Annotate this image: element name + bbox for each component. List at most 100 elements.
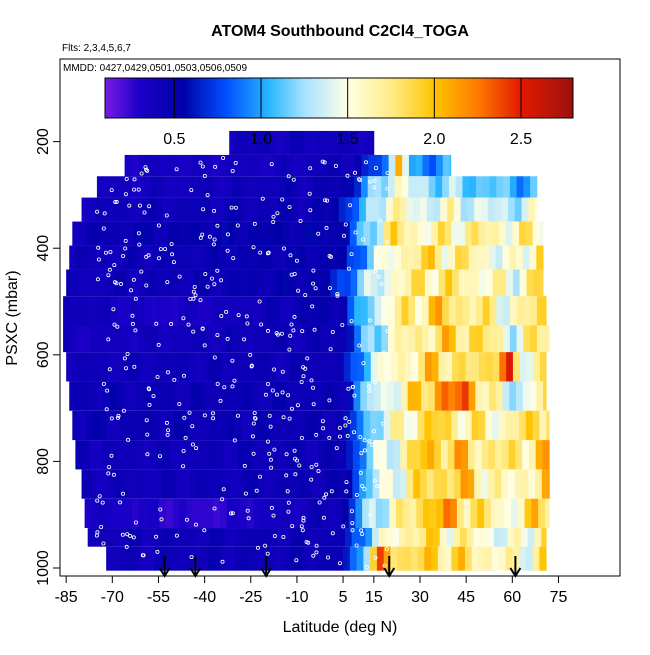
sample-point [310, 304, 315, 309]
curtain-cell [218, 325, 226, 353]
curtain-cell [236, 130, 244, 155]
curtain-cell [154, 269, 162, 297]
curtain-cell [157, 296, 166, 326]
curtain-cell [196, 469, 204, 499]
curtain-cell [539, 410, 547, 441]
curtain-cell [169, 197, 177, 222]
curtain-cell [503, 176, 511, 198]
curtain-cell [548, 469, 550, 499]
curtain-cell [191, 296, 199, 326]
curtain-cell [288, 410, 297, 441]
curtain-cell [381, 296, 389, 326]
curtain-cell [272, 176, 281, 198]
sample-point [111, 472, 116, 477]
sample-point [156, 342, 161, 347]
curtain-cell [480, 528, 488, 547]
curtain-cell [440, 469, 448, 499]
curtain-cell [397, 410, 405, 441]
curtain-cell [340, 245, 348, 270]
curtain-cell [367, 325, 375, 353]
curtain-cell [465, 269, 473, 297]
curtain-cell [390, 546, 398, 571]
curtain-cell [394, 245, 402, 270]
curtain-cell [160, 221, 168, 246]
curtain-cell [536, 245, 544, 270]
curtain-cell [286, 325, 294, 353]
curtain-cell [76, 325, 84, 353]
curtain-cell [218, 176, 226, 198]
sample-point [95, 277, 100, 282]
curtain-cell [438, 352, 446, 382]
curtain-cell [465, 352, 473, 382]
curtain-cell [431, 410, 439, 441]
curtain-cell [96, 245, 104, 270]
curtain-cell [413, 197, 421, 222]
curtain-cell [484, 498, 492, 529]
sample-point [143, 165, 148, 170]
curtain-cell [101, 469, 110, 499]
sample-point [343, 416, 348, 421]
curtain-cell [194, 221, 202, 246]
sample-point [131, 277, 136, 282]
curtain-cell [63, 325, 71, 353]
curtain-cell [223, 469, 231, 499]
curtain-cell [442, 325, 450, 353]
sample-point [245, 321, 250, 326]
sample-point [192, 284, 197, 289]
curtain-cell [435, 296, 443, 326]
curtain-cell [292, 440, 300, 470]
curtain-cell [523, 296, 531, 326]
curtain-cell [172, 498, 180, 529]
sample-point [111, 307, 116, 312]
sample-point [350, 384, 355, 389]
sample-point [337, 425, 342, 430]
sample-point [200, 232, 205, 237]
curtain-cell [309, 410, 317, 441]
sample-point [201, 207, 206, 212]
curtain-cell [426, 197, 434, 222]
curtain-cell [338, 469, 346, 499]
curtain-cell [381, 154, 390, 177]
curtain-cell [464, 221, 473, 246]
curtain-cell [420, 440, 428, 470]
curtain-cell [215, 352, 223, 382]
curtain-cell [379, 197, 387, 222]
sample-point [200, 164, 205, 169]
curtain-cell [316, 546, 324, 571]
curtain-cell [183, 440, 191, 470]
sample-point [122, 356, 127, 361]
sample-point [308, 166, 313, 171]
curtain-cell [505, 221, 513, 246]
sample-point [316, 469, 321, 474]
curtain-cell [282, 221, 290, 246]
curtain-cell [350, 269, 358, 297]
curtain-cell [447, 440, 455, 470]
curtain-cell [462, 176, 470, 198]
curtain-cell [426, 469, 434, 499]
curtain-cell [444, 221, 452, 246]
curtain-cell [411, 269, 419, 297]
sample-point [303, 293, 308, 298]
chart-subtitle-flights: Flts: 2,3,4,5,6,7 [62, 43, 131, 54]
curtain-cell [404, 221, 412, 246]
sample-point [130, 313, 135, 318]
curtain-cell [224, 381, 233, 411]
curtain-cell [156, 469, 164, 499]
curtain-cell [256, 528, 265, 547]
curtain-cell [108, 469, 116, 499]
x-tick-label: -70 [101, 589, 124, 606]
sample-point [280, 197, 285, 202]
curtain-cell [276, 269, 284, 297]
curtain-cell [135, 197, 143, 222]
curtain-cell [177, 245, 185, 270]
curtain-cell [404, 352, 412, 382]
curtain-cell [207, 546, 215, 571]
curtain-cell [345, 197, 353, 222]
curtain-cell [171, 325, 179, 353]
curtain-cell [473, 528, 481, 547]
curtain-cell [329, 546, 337, 571]
curtain-cell [383, 410, 391, 441]
curtain-cell [309, 352, 318, 382]
curtain-cell [355, 498, 363, 529]
curtain-cell [303, 269, 311, 297]
